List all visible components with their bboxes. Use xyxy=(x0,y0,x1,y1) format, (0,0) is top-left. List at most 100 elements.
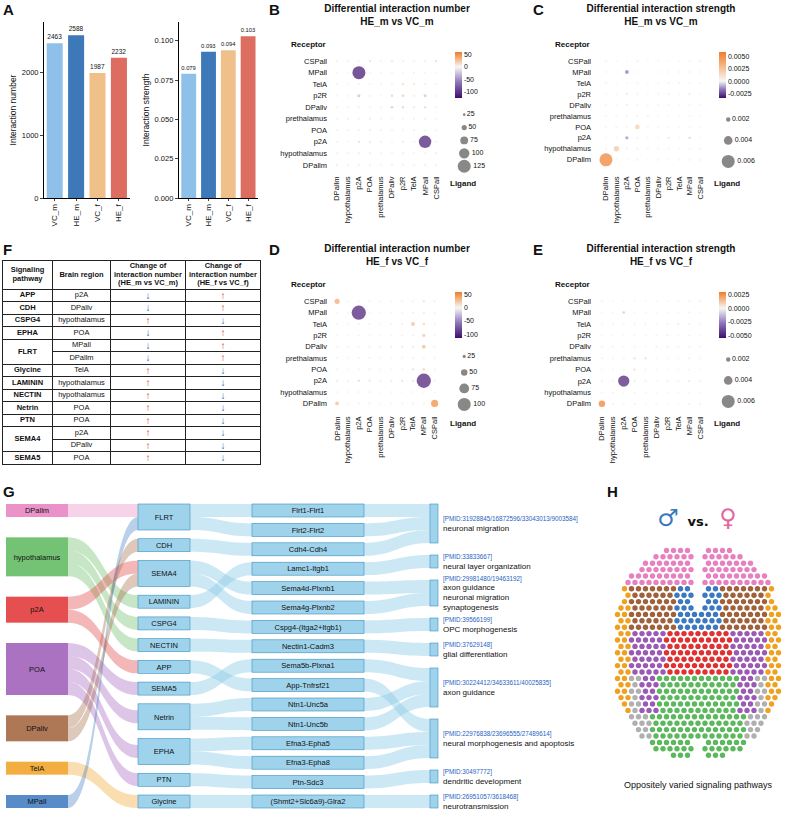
svg-text:p2R: p2R xyxy=(398,416,407,430)
svg-text:VC_m: VC_m xyxy=(184,204,193,227)
svg-text:FLRT: FLRT xyxy=(155,513,174,522)
svg-text:Ligand: Ligand xyxy=(450,419,476,428)
svg-text:Cspg4-(Itga2+Itgb1): Cspg4-(Itga2+Itgb1) xyxy=(275,623,342,632)
svg-text:0.006: 0.006 xyxy=(737,397,755,404)
svg-text:DPallv: DPallv xyxy=(569,101,591,110)
svg-text:0.002: 0.002 xyxy=(732,355,750,362)
svg-text:[PMID:31928845/16872596/330430: [PMID:31928845/16872596/33043013/9003584… xyxy=(443,515,578,523)
svg-text:hypothalamus: hypothalamus xyxy=(544,388,591,397)
svg-text:p2A: p2A xyxy=(578,133,591,142)
svg-text:p2A: p2A xyxy=(354,417,363,430)
svg-text:Ntn1-Unc5a: Ntn1-Unc5a xyxy=(288,700,329,709)
svg-text:TelA: TelA xyxy=(576,320,591,329)
svg-text:75: 75 xyxy=(471,384,479,391)
svg-text:prethalamus: prethalamus xyxy=(286,354,328,363)
svg-text:0.100: 0.100 xyxy=(155,36,174,45)
svg-text:Efna3-Epha8: Efna3-Epha8 xyxy=(286,758,330,767)
svg-text:neurotransmission: neurotransmission xyxy=(443,802,508,811)
svg-text:p2R: p2R xyxy=(313,331,327,340)
svg-text:DPallv: DPallv xyxy=(305,103,327,112)
svg-text:hypothalamus: hypothalamus xyxy=(280,149,327,158)
svg-text:prethalamus: prethalamus xyxy=(286,114,328,123)
svg-text:Lamc1-Itgb1: Lamc1-Itgb1 xyxy=(287,564,329,573)
svg-text:hypothalamus: hypothalamus xyxy=(343,416,352,463)
svg-text:synaptogenesis: synaptogenesis xyxy=(443,603,499,612)
svg-text:axon guidance: axon guidance xyxy=(443,583,496,592)
svg-text:0.093: 0.093 xyxy=(201,43,215,49)
svg-text:Ligand: Ligand xyxy=(714,419,740,428)
svg-text:MPall: MPall xyxy=(28,797,47,806)
svg-text:[PMID:22976838/23696555/274896: [PMID:22976838/23696555/27489614] xyxy=(443,730,552,738)
svg-text:CSPall: CSPall xyxy=(304,57,327,66)
svg-text:neural layer organization: neural layer organization xyxy=(443,562,531,571)
svg-text:hypothalamus: hypothalamus xyxy=(608,416,617,463)
svg-text:glial differentiation: glial differentiation xyxy=(443,650,507,659)
svg-text:♀: ♀ xyxy=(719,504,737,532)
svg-text:0.075: 0.075 xyxy=(155,76,174,85)
svg-text:Sema5b-Plxna1: Sema5b-Plxna1 xyxy=(281,661,334,670)
svg-text:TelA: TelA xyxy=(675,177,684,192)
svg-text:DPallm: DPallm xyxy=(333,417,342,441)
svg-text:0.025: 0.025 xyxy=(155,154,174,163)
svg-text:neuronal migration: neuronal migration xyxy=(443,593,509,602)
svg-text:prethalamus: prethalamus xyxy=(376,176,385,218)
svg-text:50: 50 xyxy=(464,291,472,298)
svg-text:DPallm: DPallm xyxy=(332,177,341,201)
svg-text:Sema4g-Plxnb2: Sema4g-Plxnb2 xyxy=(281,603,334,612)
svg-text:DPallv: DPallv xyxy=(652,416,661,438)
svg-text:neuronal migration: neuronal migration xyxy=(443,524,509,533)
svg-text:Glycine: Glycine xyxy=(151,797,176,806)
svg-text:Oppositely varied signaling pa: Oppositely varied signaling pathways xyxy=(624,780,773,790)
svg-text:2588: 2588 xyxy=(69,25,84,32)
svg-text:POA: POA xyxy=(365,177,374,193)
svg-text:0.103: 0.103 xyxy=(241,27,255,33)
svg-text:2232: 2232 xyxy=(111,48,126,55)
svg-text:dendritic development: dendritic development xyxy=(443,777,522,786)
svg-text:p2A: p2A xyxy=(30,605,43,614)
svg-text:CSPall: CSPall xyxy=(568,57,591,66)
svg-text:-100: -100 xyxy=(464,331,478,338)
svg-text:0.006: 0.006 xyxy=(737,157,755,164)
svg-text:25: 25 xyxy=(467,110,475,117)
svg-text:Sema4d-Plxnb1: Sema4d-Plxnb1 xyxy=(281,584,334,593)
svg-text:HE_f: HE_f xyxy=(115,203,124,222)
svg-text:0.0000: 0.0000 xyxy=(728,305,750,312)
svg-text:DPallv: DPallv xyxy=(26,724,48,733)
svg-text:Receptor: Receptor xyxy=(291,40,326,49)
svg-text:POA: POA xyxy=(29,665,45,674)
svg-text:-0.0050: -0.0050 xyxy=(728,332,752,339)
svg-text:0.0000: 0.0000 xyxy=(728,78,750,85)
svg-text:Ligand: Ligand xyxy=(450,179,476,188)
svg-text:[PMID:29981480/19463192]: [PMID:29981480/19463192] xyxy=(443,575,522,583)
svg-text:p2R: p2R xyxy=(663,416,672,430)
svg-text:DPallm: DPallm xyxy=(25,506,49,515)
svg-text:p2A: p2A xyxy=(578,377,591,386)
svg-text:p2R: p2R xyxy=(664,176,673,190)
svg-text:Ligand: Ligand xyxy=(714,179,740,188)
svg-text:1987: 1987 xyxy=(90,63,105,70)
svg-text:[PMID:37629148]: [PMID:37629148] xyxy=(443,641,492,649)
svg-text:POA: POA xyxy=(311,365,327,374)
svg-text:HE_m: HE_m xyxy=(72,204,81,227)
svg-text:100: 100 xyxy=(473,400,485,407)
svg-text:OPC morphogenesis: OPC morphogenesis xyxy=(443,625,517,634)
svg-text:-100: -100 xyxy=(464,88,478,95)
svg-text:CSPG4: CSPG4 xyxy=(151,619,176,628)
svg-text:prethalamus: prethalamus xyxy=(550,112,592,121)
svg-text:DPallm: DPallm xyxy=(567,399,591,408)
svg-text:75: 75 xyxy=(470,136,478,143)
svg-text:hypothalamus: hypothalamus xyxy=(544,144,591,153)
svg-text:Efna3-Epha5: Efna3-Epha5 xyxy=(286,739,330,748)
svg-text:Differential interaction stren: Differential interaction strengthHE_m vs… xyxy=(587,3,736,27)
svg-text:0.000: 0.000 xyxy=(155,194,174,203)
svg-text:MPall: MPall xyxy=(308,68,327,77)
svg-text:DPallm: DPallm xyxy=(303,399,327,408)
svg-text:Netrin: Netrin xyxy=(154,713,174,722)
svg-text:Ptn-Sdc3: Ptn-Sdc3 xyxy=(293,778,324,787)
svg-text:DPallv: DPallv xyxy=(654,176,663,198)
svg-text:MPall: MPall xyxy=(419,416,428,435)
svg-text:TelA: TelA xyxy=(312,320,327,329)
svg-text:HE_f: HE_f xyxy=(244,203,253,222)
svg-text:100: 100 xyxy=(472,149,484,156)
svg-text:-50: -50 xyxy=(464,317,474,324)
